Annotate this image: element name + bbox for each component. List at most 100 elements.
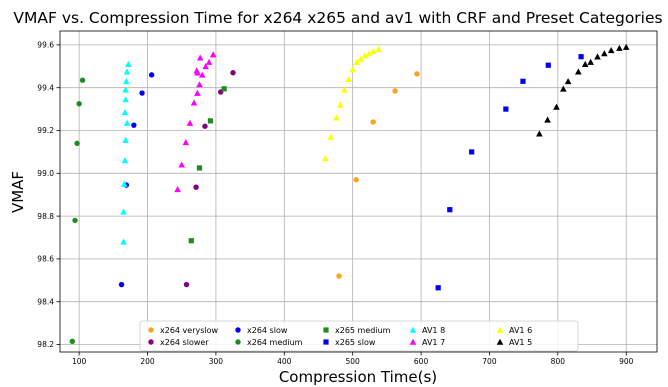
legend-marker [148, 327, 154, 333]
av1-8-point [121, 157, 129, 164]
legend-marker [496, 338, 504, 345]
x-tick-label: 700 [482, 357, 497, 366]
x265-slow-point [503, 106, 509, 112]
av1-5-point [601, 50, 608, 57]
av1-6-point [353, 58, 361, 65]
legend-marker [496, 326, 504, 333]
x-tick-label: 400 [277, 357, 292, 366]
y-tick-label: 98.2 [37, 340, 54, 349]
av1-6-point [357, 55, 365, 62]
x-axis: 100 200 300 400 500 600 700 800 900 [72, 352, 634, 366]
legend-label: x265 medium [335, 326, 391, 335]
y-axis-label: VMAF [9, 171, 27, 213]
av1-6-point [332, 114, 340, 121]
av1-8-point [123, 68, 131, 75]
x264-slow-point [118, 281, 125, 288]
x264-slower-point [193, 184, 199, 190]
x264-slower-point [183, 281, 190, 288]
av1-8-point [122, 96, 129, 103]
av1-6-point [327, 133, 335, 140]
av1-7-point [190, 99, 198, 106]
x265-medium-point [196, 165, 203, 171]
x264-slow-point [139, 90, 145, 96]
data-points [69, 43, 630, 344]
x265-slow-point [447, 207, 453, 213]
av1-8-point [125, 60, 132, 67]
grid [60, 31, 657, 352]
av1-5-point [607, 46, 615, 54]
av1-5-point [587, 58, 594, 65]
legend-marker [323, 327, 329, 333]
av1-5-point [622, 43, 630, 50]
y-tick-label: 98.4 [37, 297, 54, 306]
legend-label: x264 medium [247, 338, 303, 347]
legend-marker [235, 339, 241, 345]
legend-frame [139, 320, 579, 352]
av1-6-point [365, 50, 373, 57]
x265-slow-point [545, 62, 551, 68]
x265-slow-point [469, 149, 475, 155]
x-tick-label: 200 [140, 357, 155, 366]
x264-medium-point [74, 140, 80, 147]
av1-8-point [120, 180, 128, 187]
av1-7-point [198, 71, 206, 78]
av1-6-point [322, 155, 329, 162]
av1-6-point [341, 86, 348, 93]
av1-7-point [196, 54, 204, 61]
av1-5-point [594, 53, 601, 60]
x264-slow-point [148, 72, 155, 78]
av1-7-point [186, 119, 194, 126]
av1-5-point [560, 85, 567, 92]
plot-area-frame [59, 30, 658, 353]
av1-7-point [194, 89, 201, 96]
av1-5-point [616, 44, 623, 51]
legend-label: AV1 8 [422, 326, 445, 335]
av1-8-point [123, 77, 130, 85]
av1-5-point [581, 60, 589, 67]
av1-8-point [122, 136, 129, 143]
x-tick-label: 600 [414, 357, 429, 366]
av1-5-point [564, 77, 572, 85]
av1-7-point [209, 51, 217, 58]
y-tick-label: 99.6 [37, 41, 54, 50]
av1-7-point [182, 138, 190, 146]
av1-5-point [553, 103, 560, 110]
x-tick-label: 800 [551, 357, 566, 366]
legend-marker [409, 338, 417, 345]
x265-medium-point [188, 238, 194, 244]
av1-8-point [120, 208, 127, 215]
legend: x264 veryslow x264 slower x264 slow x264 me… [139, 320, 579, 352]
legend-marker [409, 326, 417, 333]
legend-label: x264 veryslow [160, 326, 219, 335]
x264-slower-point [202, 123, 208, 129]
y-tick-label: 98.6 [37, 255, 54, 264]
legend-marker [148, 339, 154, 345]
x265-slow-point [435, 285, 441, 291]
av1-6-point [375, 45, 382, 52]
legend-label: x265 slow [335, 338, 376, 347]
x265-slow-point [520, 78, 526, 84]
legend-marker [323, 339, 329, 345]
av1-6-point [337, 101, 344, 108]
x264-medium-point [72, 217, 78, 224]
y-tick-label: 99.0 [37, 169, 54, 178]
x265-medium-point [221, 86, 227, 92]
legend-label: AV1 5 [509, 338, 532, 347]
legend-label: AV1 6 [509, 326, 532, 335]
legend-label: x264 slower [160, 338, 209, 347]
av1-7-point [205, 58, 213, 65]
x-tick-label: 500 [346, 357, 361, 366]
av1-7-point [202, 63, 209, 70]
x264-veryslow-point [392, 88, 398, 94]
av1-7-point [196, 81, 203, 88]
av1-8-point [123, 119, 131, 126]
legend-marker [235, 327, 241, 333]
y-tick-label: 98.8 [37, 212, 54, 221]
legend-label: x264 slow [247, 326, 288, 335]
av1-5-point [544, 116, 551, 123]
av1-5-point [575, 68, 582, 75]
av1-7-point [178, 161, 186, 168]
x-axis-label: Compression Time(s) [279, 368, 437, 386]
legend-label: AV1 7 [422, 338, 445, 347]
